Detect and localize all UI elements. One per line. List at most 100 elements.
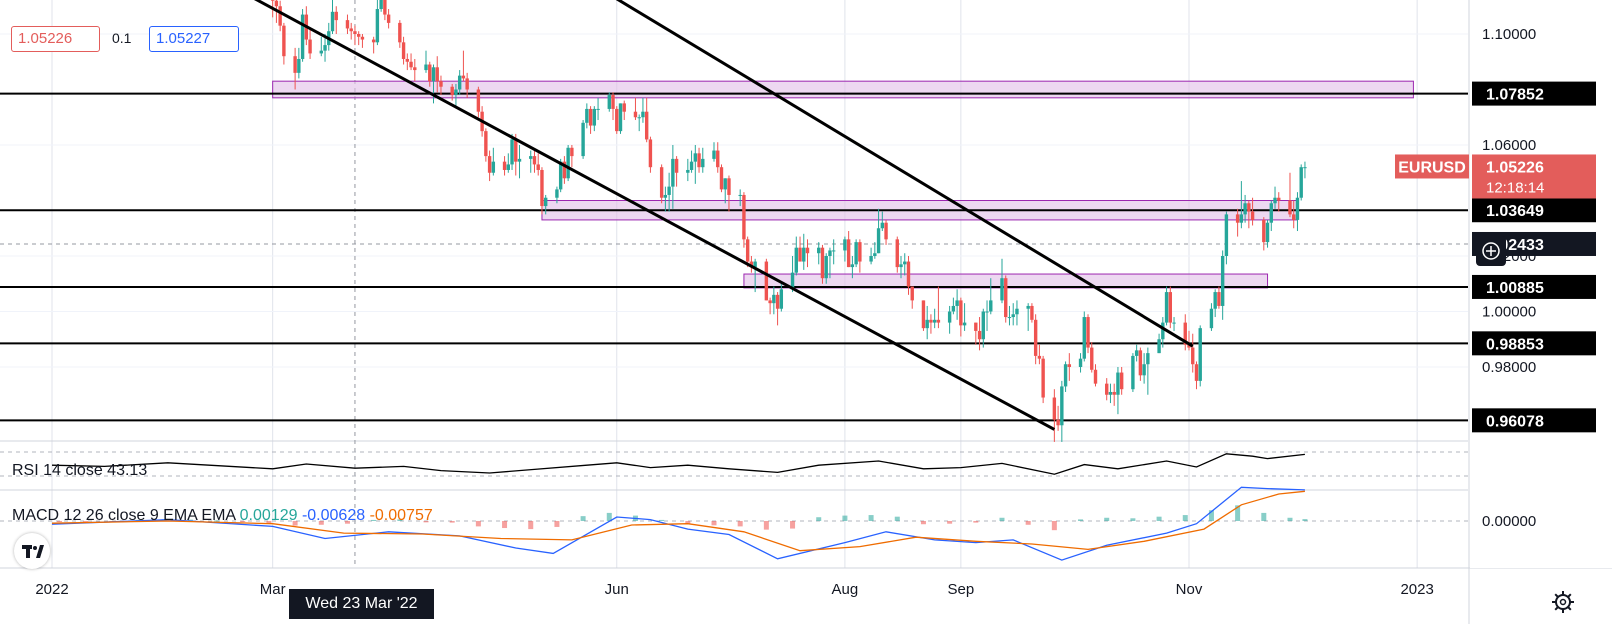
candle-body (1131, 355, 1135, 390)
trendlines[interactable] (119, 0, 1194, 431)
candle-body (371, 39, 376, 43)
candle-body (876, 228, 881, 254)
candle-body (1007, 317, 1012, 319)
bid-price-box[interactable]: 1.05226 (11, 26, 100, 52)
time-axis-tick: 2022 (35, 581, 68, 598)
rsi-legend[interactable]: RSI 14 close 43.13 (12, 462, 147, 480)
candle-body (484, 131, 488, 157)
candle-body (401, 42, 406, 59)
candle-body (607, 95, 611, 109)
rsi-value: 43.13 (107, 462, 148, 479)
candles (270, 0, 1307, 442)
candle-body (536, 164, 540, 170)
macd-histogram-bar (1235, 505, 1241, 521)
tradingview-logo-icon[interactable] (14, 533, 50, 569)
candle-body (345, 20, 350, 29)
candle-body (1033, 319, 1038, 356)
macd-histogram-bar (1130, 518, 1136, 521)
candle-body (648, 139, 653, 168)
candle-body (899, 264, 903, 268)
add-plus-icon[interactable] (1476, 236, 1506, 266)
candle-body (502, 161, 507, 170)
price-axis-tick: 0.98000 (1482, 359, 1536, 376)
countdown-label: 12:18:14 (1486, 179, 1544, 196)
candle-body (1138, 350, 1143, 376)
macd-histogram-bar (554, 521, 560, 527)
candle-body (906, 261, 911, 287)
candle-body (1030, 305, 1034, 320)
macd-legend[interactable]: MACD 12 26 close 9 EMA EMA 0.00129 -0.00… (12, 507, 433, 525)
macd-histogram-bar (973, 521, 979, 523)
candle-body (1168, 292, 1172, 323)
candle-body (985, 311, 989, 313)
candle-body (1172, 322, 1176, 324)
level-price-label: 1.07852 (1486, 87, 1544, 104)
candle-body (510, 139, 514, 165)
candle-body (689, 161, 694, 170)
candle-body (282, 25, 286, 57)
candle-body (936, 319, 941, 323)
candle-body (529, 156, 533, 159)
candle-body (555, 189, 559, 198)
candle-body (611, 95, 615, 109)
macd-histogram-bar (816, 517, 822, 521)
candle-body (738, 194, 742, 196)
candle-body (745, 239, 750, 262)
price-axis-tick: 1.10000 (1482, 26, 1536, 43)
candle-body (413, 67, 417, 71)
candle-body (1063, 364, 1068, 387)
candle-body (300, 14, 305, 59)
candle-body (1056, 419, 1060, 426)
candle-body (1295, 197, 1300, 220)
candle-body (671, 158, 675, 187)
candle-body (1247, 203, 1251, 212)
candle-body (667, 186, 671, 195)
macd-histogram-bar (371, 519, 377, 521)
macd-histogram-bar (1051, 521, 1057, 531)
candle-body (716, 150, 720, 168)
macd-histogram-bar (214, 520, 220, 522)
ask-price-box[interactable]: 1.05227 (149, 26, 239, 52)
candle-body (278, 6, 282, 26)
candle-body (955, 300, 959, 306)
macd-histogram-bar (894, 516, 900, 521)
candle-body (334, 11, 338, 21)
candle-body (1161, 322, 1165, 340)
candle-body (566, 147, 570, 179)
candle-body (723, 178, 727, 190)
candle-body (663, 194, 668, 198)
candle-body (532, 156, 537, 165)
candle-body (293, 56, 297, 73)
candle-body (779, 289, 784, 309)
candle-body (1041, 358, 1045, 398)
macd-pane (0, 486, 1468, 561)
candle-body (592, 108, 597, 126)
candle-body (727, 178, 731, 195)
macd-histogram-bar (606, 512, 612, 521)
candle-body (790, 272, 795, 290)
settings-gear-icon[interactable] (1550, 589, 1576, 615)
horizontal-levels[interactable] (0, 92, 1468, 422)
candle-body (1112, 391, 1116, 395)
candle-body (1299, 167, 1303, 198)
candle-body (910, 286, 914, 301)
candle-body (1011, 314, 1015, 318)
candle-body (1198, 328, 1202, 381)
candle-body (764, 261, 769, 301)
candle-body (1265, 222, 1270, 243)
candle-body (1269, 203, 1273, 223)
candle-body (637, 117, 641, 119)
macd-histogram-bar (423, 521, 429, 523)
candle-body (772, 294, 776, 304)
candle-body (843, 239, 847, 251)
macd-histogram-bar (790, 521, 796, 529)
macd-histogram-bar (56, 521, 62, 523)
candle-body (1183, 322, 1187, 345)
candle-body (798, 247, 802, 262)
candle-body (1093, 369, 1098, 384)
candle-body (959, 300, 963, 326)
macd-histogram-bar (266, 521, 272, 524)
candle-body (1015, 308, 1019, 315)
